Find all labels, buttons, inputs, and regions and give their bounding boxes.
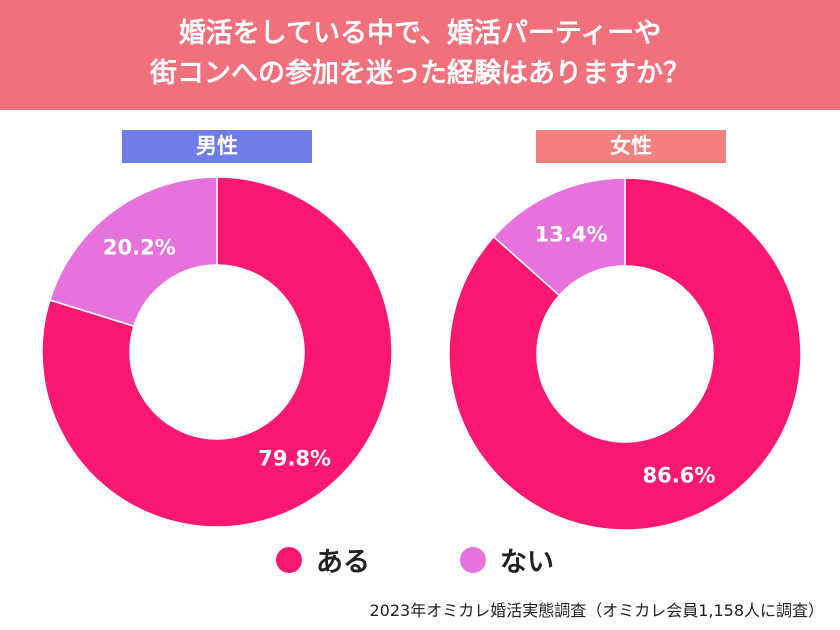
data-label-male-nai: 20.2% (103, 236, 176, 260)
title-line-1: 婚活をしている中で、婚活パーティーや (178, 18, 662, 49)
data-label-female-nai: 13.4% (535, 223, 608, 247)
slice-male-nai (48, 176, 218, 328)
legend-swatch-nai (460, 546, 486, 573)
male-chart-title: 男性 (122, 130, 312, 163)
legend-item-nai: ない (460, 540, 554, 579)
data-label-male-aru: 79.8% (258, 446, 331, 470)
female-chart-title: 女性 (536, 130, 726, 163)
legend-label-nai: ない (500, 547, 554, 578)
legend-label-aru: ある (316, 547, 370, 578)
legend-swatch-aru (276, 546, 302, 573)
title-banner: 婚活をしている中で、婚活パーティーや 街コンへの参加を迷った経験はありますか？ (0, 0, 840, 110)
data-label-female-aru: 86.6% (643, 463, 716, 487)
slice-male-aru (41, 176, 393, 528)
slice-female-nai (492, 177, 626, 297)
title-line-2: 街コンへの参加を迷った経験はありますか？ (150, 58, 690, 89)
slice-female-aru (448, 177, 802, 531)
legend-item-aru: ある (276, 540, 370, 579)
source-note: 2023年オミカレ婚活実態調査（オミカレ会員1,158人に調査） (369, 601, 824, 620)
